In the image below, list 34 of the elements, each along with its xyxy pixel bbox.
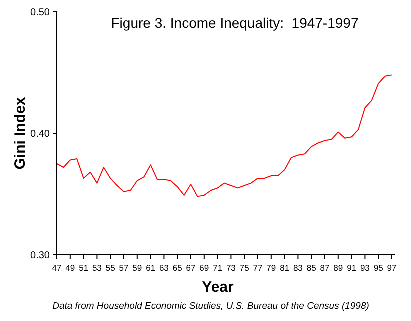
- x-tick-label: 93: [360, 263, 370, 273]
- y-tick-label: 0.50: [30, 8, 50, 18]
- x-tick-label: 53: [92, 263, 102, 273]
- x-tick-label: 77: [253, 263, 263, 273]
- chart-title: Figure 3. Income Inequality: 1947-1997: [111, 15, 359, 31]
- y-tick-label: 0.30: [30, 250, 50, 262]
- x-tick-label: 47: [52, 263, 62, 273]
- x-tick-label: 91: [347, 263, 357, 273]
- x-tick-label: 49: [66, 263, 76, 273]
- x-tick-label: 73: [226, 263, 236, 273]
- x-tick-label: 97: [387, 263, 397, 273]
- x-tick-label: 55: [106, 263, 116, 273]
- x-tick-label: 57: [119, 263, 129, 273]
- x-tick-label: 59: [132, 263, 142, 273]
- x-tick-label: 61: [146, 263, 156, 273]
- x-tick-label: 69: [200, 263, 210, 273]
- x-tick-label: 63: [159, 263, 170, 273]
- x-tick-label: 81: [280, 263, 290, 273]
- x-tick-label: 75: [240, 263, 250, 273]
- x-tick-label: 51: [79, 263, 89, 273]
- x-axis-title: Year: [202, 279, 234, 296]
- y-tick-label: 0.40: [30, 129, 50, 140]
- x-tick-label: 95: [374, 263, 384, 273]
- x-tick-label: 87: [320, 263, 330, 273]
- x-tick-label: 71: [213, 263, 223, 273]
- text: Data from Household Economic Studies, U.S. Bureau of the Census (1998): [52, 301, 370, 312]
- x-tick-label: 83: [293, 263, 304, 273]
- x-tick-label: 65: [172, 263, 183, 273]
- x-tick-label: 67: [186, 263, 196, 273]
- x-tick-label: 89: [334, 263, 344, 273]
- x-tick-label: 85: [306, 263, 317, 273]
- line-series: [56, 74, 392, 198]
- y-axis-title: Gini Index: [12, 96, 29, 170]
- x-tick-label: 79: [266, 263, 276, 273]
